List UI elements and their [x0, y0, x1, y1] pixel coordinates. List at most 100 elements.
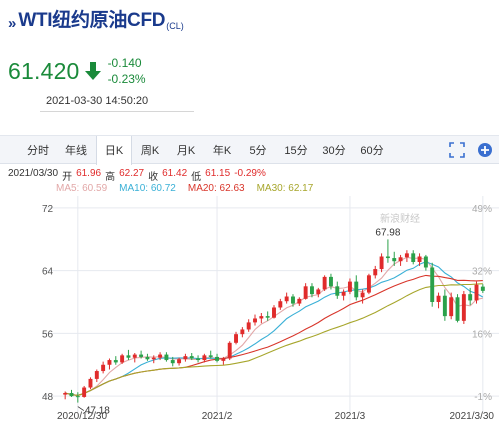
- ma-legend-item: MA10: 60.72: [119, 183, 176, 194]
- fullscreen-icon[interactable]: [449, 142, 465, 158]
- quote-timestamp: 2021-03-30 14:50:20: [46, 95, 149, 107]
- candle-body: [436, 295, 441, 302]
- candle-body: [107, 360, 112, 365]
- candle-body: [449, 297, 454, 317]
- candle-body: [151, 357, 156, 360]
- candle-body: [126, 355, 131, 358]
- candle-body: [202, 355, 207, 361]
- tab-9[interactable]: 60分: [360, 144, 384, 157]
- candle-body: [297, 298, 302, 304]
- y-tick-label-left: 56: [42, 329, 54, 340]
- candle-body: [120, 355, 125, 363]
- candle-body: [132, 354, 137, 358]
- candle-body: [468, 294, 473, 301]
- y-tick-label-left: 72: [42, 204, 54, 215]
- candle-body: [227, 342, 232, 359]
- instrument-name: WTI纽约原油CFD: [18, 10, 166, 31]
- candle-body: [177, 359, 182, 364]
- low-annotation: 47.18: [85, 406, 110, 417]
- ohlc-percent: -0.29%: [234, 168, 266, 179]
- ma-legend-item: MA30: 62.17: [256, 183, 314, 194]
- candle-body: [322, 276, 327, 290]
- candle-body: [423, 256, 428, 268]
- candle-body: [480, 286, 485, 291]
- candle-body: [208, 355, 213, 357]
- tab-0[interactable]: 分时: [27, 144, 49, 157]
- low-label: 低: [191, 172, 202, 183]
- ma-legend-item: MA5: 60.59: [56, 183, 108, 194]
- quote-row: 61.420 -0.140 -0.23%: [8, 55, 146, 87]
- candle-body: [164, 354, 169, 361]
- add-icon[interactable]: [477, 142, 493, 158]
- candle-body: [189, 356, 194, 359]
- tab-1[interactable]: 年线: [65, 144, 87, 157]
- candle-body: [310, 286, 314, 295]
- tab-8[interactable]: 30分: [322, 144, 346, 157]
- candle-body: [379, 256, 384, 270]
- x-tick-label: 2021/3/30: [450, 411, 495, 421]
- tab-2[interactable]: 日K: [96, 135, 132, 165]
- ma-legend-item: MA20: 62.63: [187, 183, 245, 194]
- candle-body: [366, 275, 371, 293]
- candle-body: [316, 289, 321, 295]
- last-price: 61.420: [8, 57, 80, 84]
- candle-body: [215, 356, 220, 361]
- divider: [40, 111, 194, 112]
- candle-body: [183, 356, 188, 360]
- candle-body: [240, 329, 245, 335]
- tab-3[interactable]: 周K: [140, 144, 160, 157]
- instrument-code: (CL): [166, 21, 184, 31]
- candle-body: [392, 258, 397, 262]
- ma-line-30: [65, 283, 483, 396]
- x-tick-label: 2021/2: [202, 411, 233, 421]
- candle-body: [253, 318, 257, 323]
- candle-body: [291, 296, 295, 304]
- down-arrow-icon: [84, 62, 101, 80]
- candle-body: [442, 295, 447, 317]
- candle-body: [265, 316, 270, 318]
- candle-body: [145, 356, 150, 360]
- candle-body: [354, 281, 359, 298]
- high-value: 62.27: [119, 168, 145, 179]
- open-label: 开: [62, 172, 73, 183]
- candle-body: [75, 396, 80, 398]
- candle-body: [259, 316, 264, 319]
- candle-body: [284, 296, 289, 302]
- tab-5[interactable]: 年K: [212, 144, 232, 157]
- candle-body: [430, 267, 435, 302]
- open-value: 61.96: [76, 168, 102, 179]
- chart-panel: 分时 年线 日K 周K 月K 年K 5分 15分 30分 60分 2021/03/30 开 61.…: [0, 135, 499, 421]
- tab-4[interactable]: 月K: [176, 144, 196, 157]
- candle-body: [82, 387, 87, 397]
- candle-body: [328, 276, 333, 287]
- ohlc-date: 2021/03/30: [8, 168, 59, 179]
- candle-body: [411, 253, 416, 262]
- candle-body: [398, 257, 403, 262]
- chart-tools: [449, 142, 493, 158]
- tab-7[interactable]: 15分: [284, 144, 308, 157]
- ma-legend: MA5: 60.59 MA10: 60.72 MA20: 62.63 MA30: 62…: [56, 183, 313, 194]
- watermark: 新浪财经: [380, 212, 420, 225]
- high-annotation: 67.98: [375, 227, 400, 238]
- candle-body: [69, 393, 74, 397]
- y-tick-label-right: 49%: [472, 204, 492, 215]
- candle-body: [221, 358, 226, 361]
- candle-body: [196, 358, 201, 361]
- candle-body: [455, 297, 460, 321]
- candlestick-chart: 7249%6432%5616%48-1%2020/12/302021/22021…: [42, 196, 499, 421]
- ma-line-10: [65, 261, 484, 396]
- page-title: » WTI纽约原油CFD (CL): [8, 6, 184, 32]
- close-label: 收: [148, 172, 159, 183]
- price-change: -0.140: [107, 56, 142, 70]
- close-value: 61.42: [162, 168, 188, 179]
- low-value: 61.15: [205, 168, 231, 179]
- candle-body: [417, 256, 422, 262]
- tab-6[interactable]: 5分: [249, 144, 267, 157]
- candle-body: [341, 291, 346, 296]
- candle-body: [335, 286, 340, 296]
- high-label: 高: [105, 172, 116, 183]
- candle-body: [113, 360, 118, 363]
- candle-body: [101, 364, 106, 372]
- candle-body: [373, 269, 378, 276]
- y-tick-label-left: 64: [42, 267, 54, 278]
